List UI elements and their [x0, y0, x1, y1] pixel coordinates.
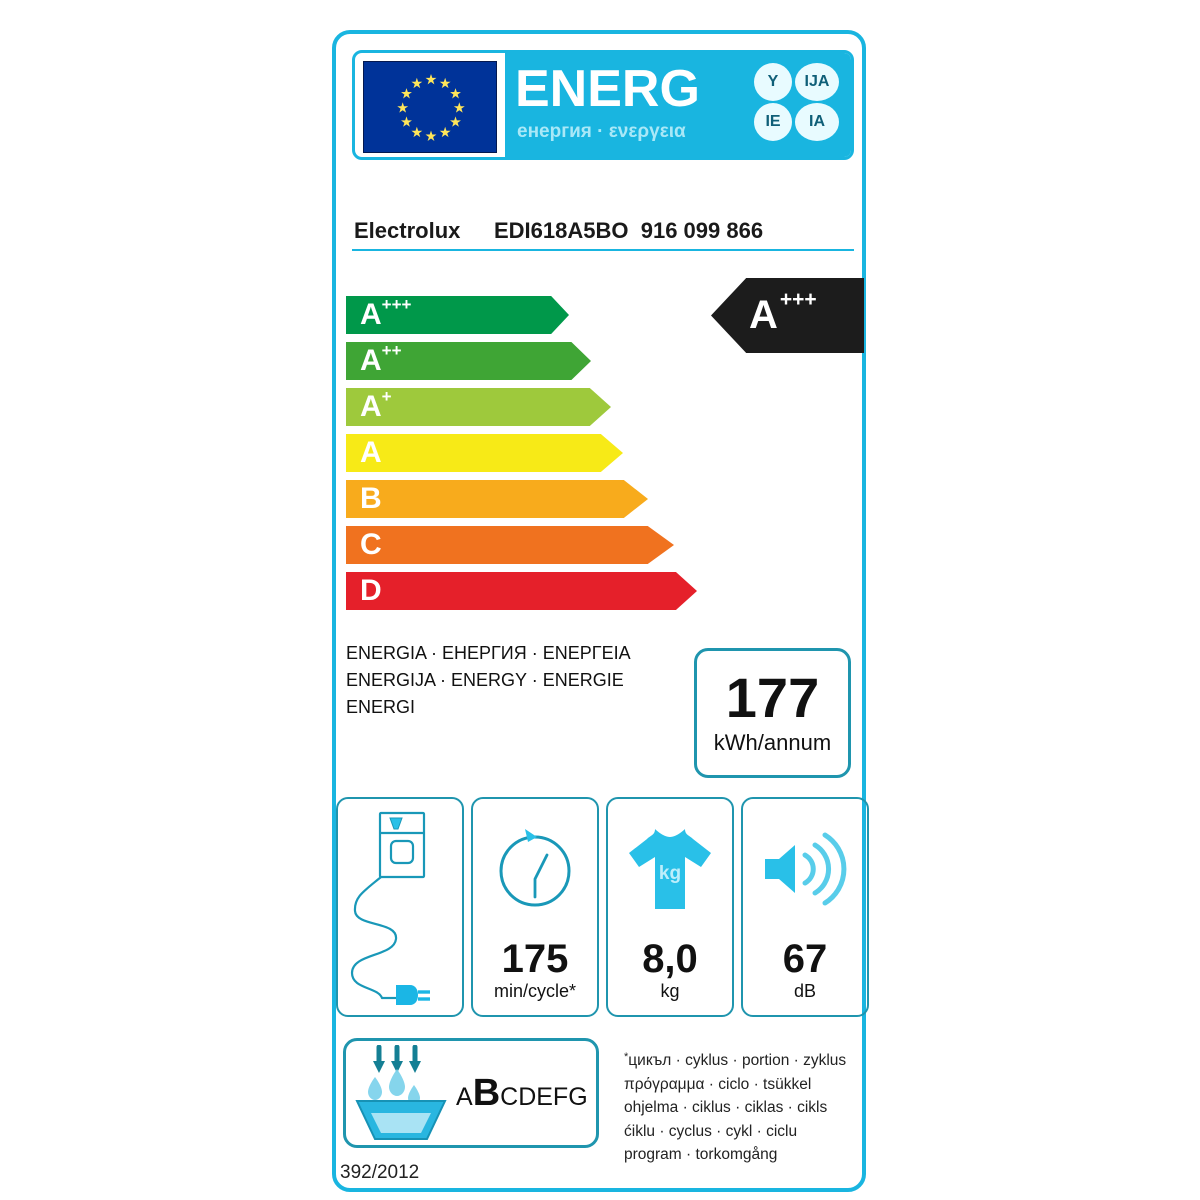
svg-text:kg: kg: [659, 863, 681, 884]
